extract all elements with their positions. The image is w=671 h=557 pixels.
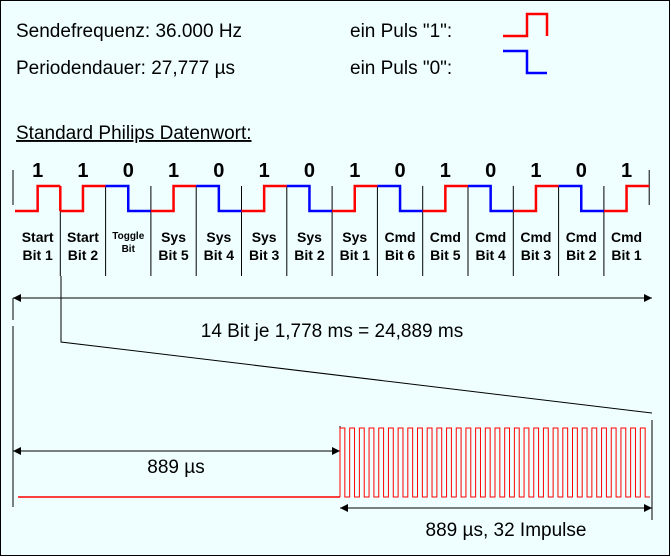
bit-name: Start <box>67 229 99 245</box>
bit-pulse <box>196 184 242 213</box>
bit-pulse <box>150 184 197 213</box>
bit-value: 1 <box>77 160 88 182</box>
bit-value: 1 <box>168 160 179 182</box>
bit-name: Cmd <box>520 229 551 245</box>
bit-value: 1 <box>621 160 632 182</box>
bit-name: Sys <box>206 229 231 245</box>
bit-pulse <box>468 184 514 213</box>
bit-value: 1 <box>530 160 541 182</box>
bit-name: Sys <box>252 229 277 245</box>
bit-name: Cmd <box>430 229 461 245</box>
total-label: 14 Bit je 1,778 ms = 24,889 ms <box>201 321 463 342</box>
bit-pulse <box>558 184 604 213</box>
bit-value: 0 <box>213 160 224 182</box>
bit-pulse <box>15 184 61 213</box>
bit-name: Bit 2 <box>294 247 325 263</box>
burst-label: 889 µs, 32 Impulse <box>426 520 587 541</box>
bit-name: Cmd <box>611 229 642 245</box>
bit-dividers <box>12 170 650 276</box>
zoom-line-right <box>60 276 653 414</box>
bit-pulse <box>377 184 423 213</box>
pulse-zero-legend-icon <box>503 49 547 75</box>
period-label: Periodendauer: 27,777 µs <box>16 58 235 79</box>
bit-waveform <box>15 184 650 213</box>
bit-names: Start Bit 1 Start Bit 2 Toggle Bit Sys Bit 5 Sys… <box>22 229 642 263</box>
bit-value: 0 <box>304 160 315 182</box>
pause-label: 889 µs <box>147 457 204 478</box>
bit-name: Sys <box>297 229 322 245</box>
bit-name: Cmd <box>384 229 415 245</box>
section-title: Standard Philips Datenwort: <box>16 123 252 144</box>
bit-name: Cmd <box>475 229 506 245</box>
bit-pulse <box>513 184 559 213</box>
carrier-burst <box>339 427 650 498</box>
bit-value: 0 <box>485 160 496 182</box>
bit-pulse <box>60 184 106 213</box>
bit-name: Cmd <box>566 229 597 245</box>
bit-name: Sys <box>161 229 186 245</box>
bit-name: Bit 4 <box>204 247 235 263</box>
bit-value: 1 <box>32 160 43 182</box>
bit-pulse <box>603 184 650 213</box>
bit-name: Bit 1 <box>22 247 53 263</box>
bit-name: Toggle <box>112 231 144 242</box>
bit-name: Sys <box>342 229 367 245</box>
bit-value: 1 <box>349 160 360 182</box>
bit-name: Bit 6 <box>385 247 416 263</box>
bit-value: 1 <box>440 160 451 182</box>
bit-name: Bit 1 <box>611 247 642 263</box>
bit-pulse <box>105 184 151 213</box>
pulse-one-label: ein Puls "1": <box>350 21 452 42</box>
bit-name: Bit 3 <box>521 247 552 263</box>
pulse-one-legend-icon <box>503 12 549 38</box>
bit-pulse <box>286 184 333 213</box>
bit-name: Bit 4 <box>475 247 506 263</box>
bit-pulse <box>422 184 468 213</box>
bit-values: 1 1 0 1 0 1 0 1 0 1 0 1 0 1 <box>32 160 632 182</box>
bit-pulse <box>332 184 378 213</box>
bit-pulse <box>241 184 287 213</box>
bit-name: Bit <box>122 244 136 255</box>
bit-name: Start <box>22 229 54 245</box>
bit-name: Bit 2 <box>68 247 99 263</box>
bit-value: 1 <box>259 160 270 182</box>
bit-name: Bit 1 <box>340 247 371 263</box>
frequency-label: Sendefrequenz: 36.000 Hz <box>16 21 242 42</box>
bit-name: Bit 5 <box>430 247 461 263</box>
bit-name: Bit 3 <box>249 247 280 263</box>
pulse-zero-label: ein Puls "0": <box>350 58 452 79</box>
bit-name: Bit 2 <box>566 247 597 263</box>
bit-value: 0 <box>576 160 587 182</box>
bit-value: 0 <box>123 160 134 182</box>
bit-name: Bit 5 <box>158 247 189 263</box>
bit-value: 0 <box>394 160 405 182</box>
